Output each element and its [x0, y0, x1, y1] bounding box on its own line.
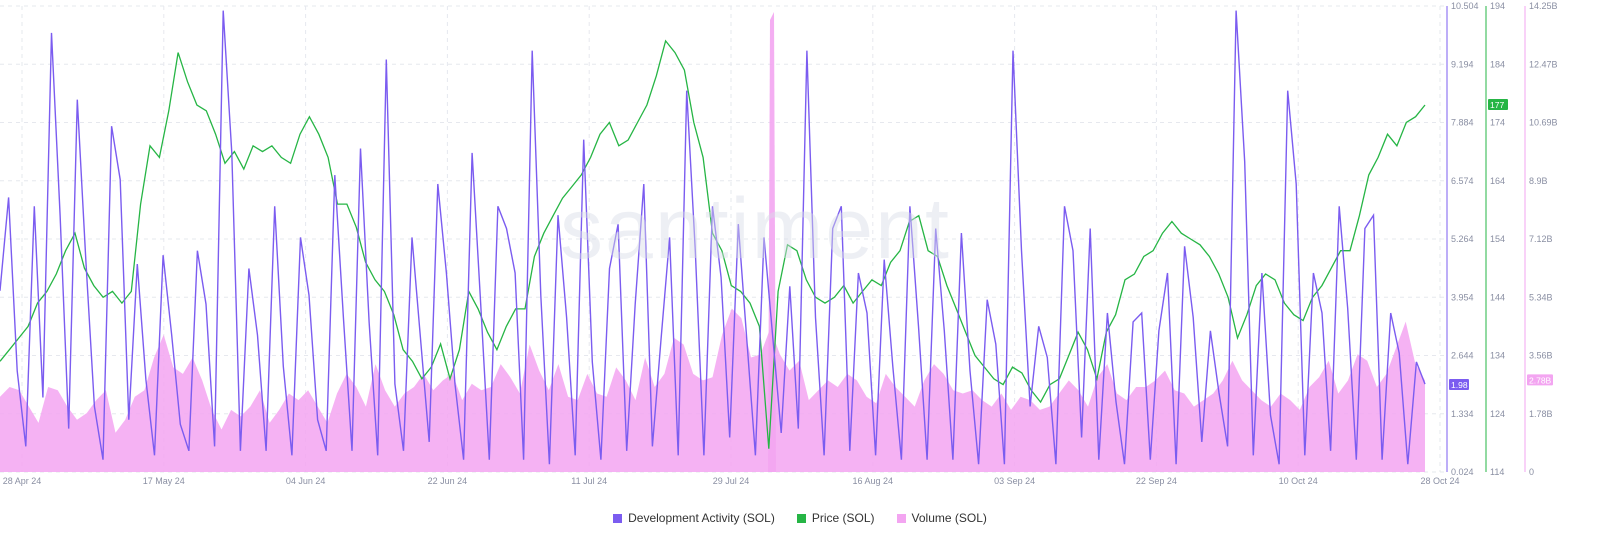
y-tick-label: 5.264: [1451, 234, 1474, 244]
x-tick-label: 03 Sep 24: [994, 476, 1035, 486]
legend-swatch-volume: [896, 513, 906, 523]
legend-label-dev: Development Activity (SOL): [628, 511, 775, 525]
series-dev-line: [0, 10, 1426, 465]
current-value-badge: [1488, 99, 1508, 111]
y-tick-label: 154: [1490, 234, 1505, 244]
legend-label-price: Price (SOL): [811, 511, 875, 525]
current-value-label: 1.98: [1451, 380, 1468, 390]
y-tick-label: 1.334: [1451, 409, 1474, 419]
series-price-line: [0, 39, 1426, 449]
legend-item-volume[interactable]: Volume (SOL): [896, 511, 987, 525]
legend-label-volume: Volume (SOL): [911, 511, 987, 525]
y-tick-label: 1.78B: [1529, 409, 1553, 419]
series-volume-area: [0, 308, 1425, 472]
x-tick-label: 11 Jul 24: [571, 476, 607, 486]
x-tick-label: 22 Jun 24: [428, 476, 468, 486]
x-tick-label: 04 Jun 24: [286, 476, 326, 486]
y-tick-label: 0.024: [1451, 467, 1474, 477]
x-tick-label: 10 Oct 24: [1279, 476, 1318, 486]
y-tick-label: 8.9B: [1529, 176, 1548, 186]
x-tick-label: 28 Apr 24: [3, 476, 42, 486]
legend-item-price[interactable]: Price (SOL): [796, 511, 875, 525]
y-tick-label: 9.194: [1451, 59, 1474, 69]
watermark: santiment: [560, 181, 951, 277]
y-tick-label: 6.574: [1451, 176, 1474, 186]
y-tick-label: 124: [1490, 409, 1505, 419]
y-tick-label: 164: [1490, 176, 1505, 186]
y-tick-label: 12.47B: [1529, 59, 1558, 69]
current-value-badge: [1449, 379, 1469, 391]
legend-swatch-price: [796, 513, 806, 523]
y-tick-label: 3.954: [1451, 292, 1474, 302]
current-value-label: 2.78B: [1529, 375, 1552, 385]
x-tick-label: 16 Aug 24: [853, 476, 894, 486]
y-tick-label: 10.504: [1451, 1, 1479, 11]
y-tick-label: 3.56B: [1529, 351, 1553, 361]
y-tick-label: 194: [1490, 1, 1505, 11]
y-tick-label: 7.884: [1451, 118, 1474, 128]
y-tick-label: 114: [1490, 467, 1504, 477]
x-tick-label: 22 Sep 24: [1136, 476, 1177, 486]
y-tick-label: 7.12B: [1529, 234, 1553, 244]
y-tick-label: 144: [1490, 292, 1505, 302]
y-tick-label: 5.34B: [1529, 292, 1553, 302]
y-tick-label: 14.25B: [1529, 1, 1558, 11]
current-value-label: 177: [1490, 100, 1504, 110]
x-tick-label: 17 May 24: [143, 476, 185, 486]
x-tick-label: 29 Jul 24: [713, 476, 750, 486]
current-value-badge: [1527, 374, 1553, 386]
legend: Development Activity (SOL) Price (SOL) V…: [0, 511, 1600, 525]
legend-swatch-dev: [613, 513, 623, 523]
y-tick-label: 2.644: [1451, 351, 1474, 361]
x-tick-label: 28 Oct 24: [1420, 476, 1459, 486]
y-tick-label: 184: [1490, 59, 1505, 69]
y-tick-label: 174: [1490, 118, 1505, 128]
y-tick-label: 0: [1529, 467, 1534, 477]
y-tick-label: 134: [1490, 351, 1505, 361]
y-tick-label: 10.69B: [1529, 118, 1558, 128]
legend-item-dev[interactable]: Development Activity (SOL): [613, 511, 775, 525]
